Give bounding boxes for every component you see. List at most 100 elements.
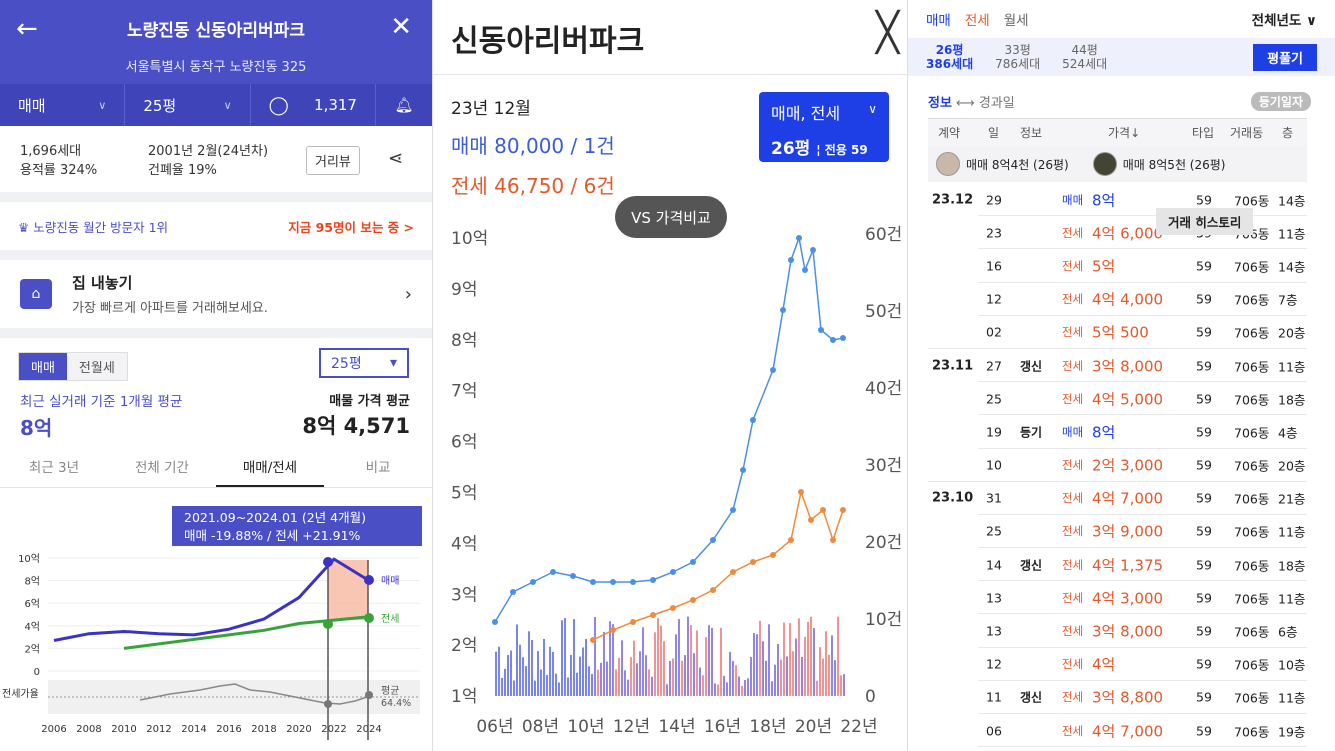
x-tick-label: 2008 [76,724,101,735]
trade-segment: 매매 전월세 [18,352,128,381]
unit-type: 59 [1196,358,1212,374]
info-toggle[interactable]: 정보 ⟷ 경과일 [928,96,1015,111]
table-row[interactable]: 12 전세 4억 4,000 59 706동 7층 [928,283,1307,316]
middle-price-chart[interactable]: 10억 9억 8억 7억 6억 5억 4억 3억 2억 1억 60건 50건 40건 30건 20건 10건 0… [433,220,907,751]
y-right-label: 50건 [865,302,902,322]
chart-tooltip [172,506,422,546]
table-row[interactable]: 13 전세 3억 8,000 59 706동 6층 [928,614,1307,648]
tab-buy-jeonse[interactable]: 매매/전세 [216,450,324,487]
tooltip-change: 매매 -19.88% / 전세 +21.91% [184,528,361,543]
close-icon[interactable]: ╳ [876,10,899,54]
size-select[interactable]: 25평 ∨ [125,84,251,126]
trade-type-tabs: 매매 전세 월세 전체년도 ∨ [908,0,1335,38]
type-select-box[interactable]: 매매, 전세 ∨ 26평 ¦ 전용 59㎡ [759,92,889,177]
tab-buy[interactable]: 매매 [926,13,951,29]
left-price-chart[interactable]: 2021.09~2024.01 (2년 4개월) 매매 -19.88% / 전세… [0,500,432,751]
table-row[interactable]: 10 전세 2억 3,000 59 706동 20층 [928,449,1307,482]
buy-series [494,235,844,623]
buy-line [53,557,370,642]
trade-type-select[interactable]: 매매 ∨ [0,84,126,126]
table-row[interactable]: 12 전세 4억 59 706동 10층 [928,648,1307,681]
street-view-button[interactable]: 거리뷰 [306,146,360,175]
price: 3억 8,000 [1092,357,1164,376]
price: 4억 5,000 [1092,390,1164,409]
floor: 4층 [1278,425,1298,441]
day: 27 [986,358,1002,374]
unit-type: 59 [1196,590,1212,606]
tab-all[interactable]: 전체 기간 [135,460,189,476]
table-row[interactable]: 11 갱신 전세 3억 8,800 59 706동 11층 [928,681,1307,714]
ratio-line [139,683,371,705]
notification-button[interactable]: 🔔︎ [376,84,432,126]
table-row[interactable]: 23.11 27 갱신 전세 3억 8,000 59 706동 11층 [928,349,1307,383]
table-row[interactable]: 06 전세 4억 7,000 59 706동 19층 [928,714,1307,748]
y-right-label: 30건 [865,456,902,476]
trade-type: 전세 [1062,458,1084,473]
y-left-label: 6억 [451,433,477,453]
viewers-now: 지금 95명이 보는 중 > [288,219,414,235]
table-row[interactable]: 23.10 31 전세 4억 7,000 59 706동 21층 [928,482,1307,515]
x-tick-label: 2018 [251,724,276,735]
floor: 11층 [1278,591,1306,607]
chevron-right-icon: › [404,283,412,305]
table-row[interactable]: 14 갱신 전세 4억 1,375 59 706동 18층 [928,548,1307,582]
price: 3억 8,800 [1092,688,1164,707]
table-row[interactable]: 25 전세 3억 9,000 59 706동 11층 [928,515,1307,549]
visitor-rank: ♛ 노량진동 월간 방문자 1위 [18,219,169,235]
trade-type: 전세 [1062,325,1084,340]
unit-type: 59 [1196,557,1212,573]
trade-type: 전세 [1062,358,1084,373]
price: 2억 3,000 [1092,456,1164,475]
year-select[interactable]: 전체년도 ∨ [1251,13,1317,29]
tab-jeonse[interactable]: 전세 [964,13,990,29]
price: 4억 1,375 [1092,556,1164,575]
x-tick-label: 2014 [181,724,206,735]
trade-summary: 매매 전월세 25평 ▾ 최근 실거래 기준 1개월 평균 8억 매물 가격 평균… [0,338,432,450]
y-left-label: 2억 [451,636,477,656]
share-icon[interactable]: ⋖ [388,148,404,169]
month-label: 23.12 [932,192,974,208]
size-33[interactable]: 33평 786세대 [995,43,1041,71]
registry-date-badge[interactable]: 등기일자 [1250,92,1311,111]
broker-listings[interactable]: 매매 8억4천 (26평) 매매 8억5천 (26평) [928,146,1307,182]
trade-type: 전세 [1062,292,1084,307]
trade-type: 전세 [1062,624,1084,639]
comments-button[interactable]: ◯ 1,317 [251,84,376,126]
tab-monthly[interactable]: 월세 [1003,13,1029,29]
close-icon[interactable]: ✕ [390,12,412,42]
list-home-banner[interactable]: ⌂ 집 내놓기 가장 빠르게 아파트를 거래해보세요. › [0,260,432,328]
table-row[interactable]: 13 전세 4억 3,000 59 706동 11층 [928,581,1307,615]
vs-compare-button[interactable]: VS 가격비교 [615,196,727,238]
floor: 21층 [1278,491,1306,507]
jeonse-summary: 전세 46,750 / 6건 [451,174,615,198]
tab-3y[interactable]: 최근 3년 [28,460,80,476]
seg-buy[interactable]: 매매 [19,353,67,380]
visitor-banner[interactable]: ♛ 노량진동 월간 방문자 1위 지금 95명이 보는 중 > [0,202,432,250]
y-tick-label: 6억 [24,598,40,610]
table-row[interactable]: 16 전세 5억 59 706동 14층 [928,249,1307,283]
complex-info: 1,696세대 용적률 324% 2001년 2월(24년차) 건폐율 19% 거리… [20,144,404,178]
day: 02 [986,324,1002,340]
tab-compare[interactable]: 비교 [365,460,391,476]
selected-month: 23년 12월 [451,99,531,119]
jeonse-series [592,489,844,641]
size-44[interactable]: 44평 524세대 [1062,43,1108,71]
review-button[interactable]: 평풀기 [1253,43,1317,71]
back-arrow-icon[interactable]: ← [16,14,38,44]
building: 706동 [1234,359,1270,375]
day: 25 [986,391,1002,407]
size-26[interactable]: 26평 386세대 [926,43,974,71]
table-row[interactable]: 25 전세 4억 5,000 59 706동 18층 [928,382,1307,416]
table-row[interactable]: 23.12 29 매매 8억 59 706동 14층 [928,183,1307,217]
price: 4억 4,000 [1092,290,1164,309]
history-tooltip[interactable]: 거래 히스토리 [1156,208,1254,235]
table-row[interactable]: 02 전세 5억 500 59 706동 20층 [928,316,1307,349]
seg-rent[interactable]: 전월세 [66,353,127,380]
pyeong-select[interactable]: 25평 ▾ [319,348,409,378]
table-header: 계약 일 정보 가격↓ 타입 거래동 층 [928,118,1307,146]
table-row[interactable]: 19 등기 매매 8억 59 706동 4층 [928,415,1307,449]
x-tick-label: 2020 [286,724,311,735]
x-label: 06년 [476,717,513,737]
address: 서울특별시 동작구 노량진동 325 [125,60,307,75]
price: 4억 3,000 [1092,589,1164,608]
